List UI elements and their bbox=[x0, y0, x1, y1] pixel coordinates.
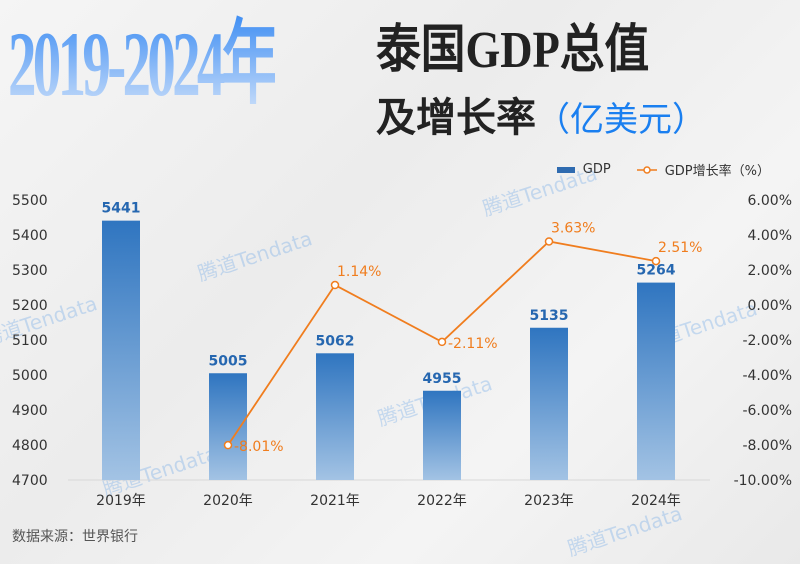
right-axis-tick: 0.00% bbox=[748, 298, 792, 314]
growth-point bbox=[437, 337, 447, 347]
left-axis-tick: 4900 bbox=[12, 403, 48, 419]
left-axis-tick: 5500 bbox=[12, 193, 48, 209]
growth-point bbox=[223, 440, 233, 450]
x-axis-tick: 2021年 bbox=[310, 493, 360, 509]
growth-label: 1.14% bbox=[337, 264, 381, 280]
legend: GDP GDP增长率（%） bbox=[556, 160, 770, 179]
gdp-bar bbox=[423, 390, 461, 480]
gdp-bar bbox=[102, 220, 140, 480]
gdp-bar-label: 5135 bbox=[530, 308, 569, 324]
title-line2: 及增长率（亿美元） bbox=[376, 92, 706, 147]
right-axis-tick: -2.00% bbox=[742, 333, 792, 349]
left-axis-tick: 5400 bbox=[12, 228, 48, 244]
x-axis-tick: 2020年 bbox=[203, 493, 253, 509]
x-axis-tick: 2022年 bbox=[417, 493, 467, 509]
legend-gdp: GDP bbox=[556, 162, 611, 177]
growth-label: 3.63% bbox=[551, 220, 595, 236]
gdp-bar-label: 4955 bbox=[423, 371, 462, 387]
line-swatch-icon bbox=[636, 165, 657, 174]
title-line1: 泰国GDP总值 bbox=[376, 22, 650, 79]
data-source: 数据来源：世界银行 bbox=[12, 529, 138, 545]
left-axis-tick: 5300 bbox=[12, 263, 48, 279]
title-unit: （亿美元） bbox=[536, 102, 706, 139]
bar-swatch-icon bbox=[556, 166, 575, 173]
gdp-bar-label: 5264 bbox=[637, 263, 676, 279]
x-axis-tick: 2024年 bbox=[631, 493, 681, 509]
left-axis-tick: 5100 bbox=[12, 333, 48, 349]
title-line2-text: 及增长率 bbox=[376, 95, 536, 140]
growth-label: -2.11% bbox=[448, 336, 498, 352]
legend-label: GDP bbox=[582, 162, 611, 177]
right-axis-tick: -6.00% bbox=[742, 403, 792, 419]
legend-label: GDP增长率（%） bbox=[664, 164, 770, 179]
x-axis-tick: 2023年 bbox=[524, 493, 574, 509]
growth-point bbox=[330, 280, 340, 290]
growth-label: 2.51% bbox=[658, 240, 702, 256]
growth-label: -8.01% bbox=[234, 439, 284, 455]
right-axis-tick: -4.00% bbox=[742, 368, 792, 384]
gdp-bar-label: 5005 bbox=[209, 353, 248, 369]
right-axis-tick: -8.00% bbox=[742, 438, 792, 454]
left-axis-tick: 5200 bbox=[12, 298, 48, 314]
left-axis-tick: 4700 bbox=[12, 473, 48, 489]
gdp-bar-label: 5062 bbox=[316, 333, 355, 349]
growth-point bbox=[651, 256, 661, 266]
gdp-bar bbox=[530, 327, 568, 480]
right-axis-tick: 6.00% bbox=[748, 193, 792, 209]
left-axis-tick: 4800 bbox=[12, 438, 48, 454]
gdp-bar bbox=[637, 282, 675, 480]
growth-point bbox=[544, 237, 554, 246]
x-axis-tick: 2019年 bbox=[96, 493, 146, 509]
right-axis-tick: 2.00% bbox=[748, 263, 792, 279]
title-year-range: 2019-2024年 bbox=[8, 13, 279, 115]
right-axis-tick: 4.00% bbox=[748, 228, 792, 244]
left-axis-tick: 5000 bbox=[12, 368, 48, 384]
right-axis-tick: -10.00% bbox=[734, 473, 792, 489]
gdp-bar-label: 5441 bbox=[102, 201, 141, 217]
gdp-bar bbox=[316, 353, 354, 480]
legend-growth: GDP增长率（%） bbox=[636, 160, 770, 179]
